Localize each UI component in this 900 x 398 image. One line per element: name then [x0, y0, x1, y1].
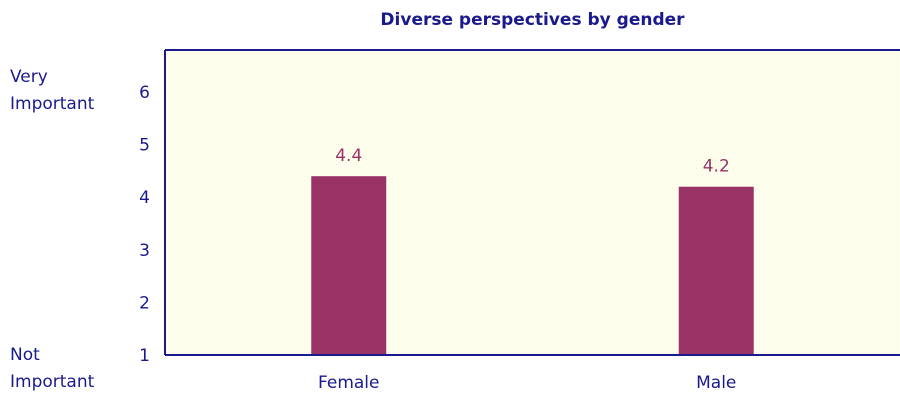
bar-female [311, 176, 387, 355]
y-anchor-top-line-1: Very [10, 67, 48, 87]
data-label-male: 4.2 [703, 157, 730, 177]
y-anchor-bottom-line-1: Not [10, 345, 40, 365]
y-tick-label: 1 [139, 346, 150, 366]
data-label-female: 4.4 [335, 146, 362, 166]
y-tick-label: 2 [139, 293, 150, 313]
y-tick-label: 6 [139, 83, 150, 103]
y-tick-label: 4 [139, 188, 150, 208]
x-category-label: Male [696, 373, 736, 393]
y-tick-label: 3 [139, 241, 150, 261]
plot-background [165, 50, 900, 355]
y-anchor-top-line-2: Important [10, 94, 95, 114]
x-category-label: Female [318, 373, 379, 393]
bar-male [678, 186, 754, 355]
chart-title: Diverse perspectives by gender [380, 10, 685, 30]
y-anchor-top: Very Important [10, 64, 94, 118]
y-anchor-bottom: Not Important [10, 342, 94, 396]
y-tick-label: 5 [139, 136, 150, 156]
y-anchor-bottom-line-2: Important [10, 372, 95, 392]
